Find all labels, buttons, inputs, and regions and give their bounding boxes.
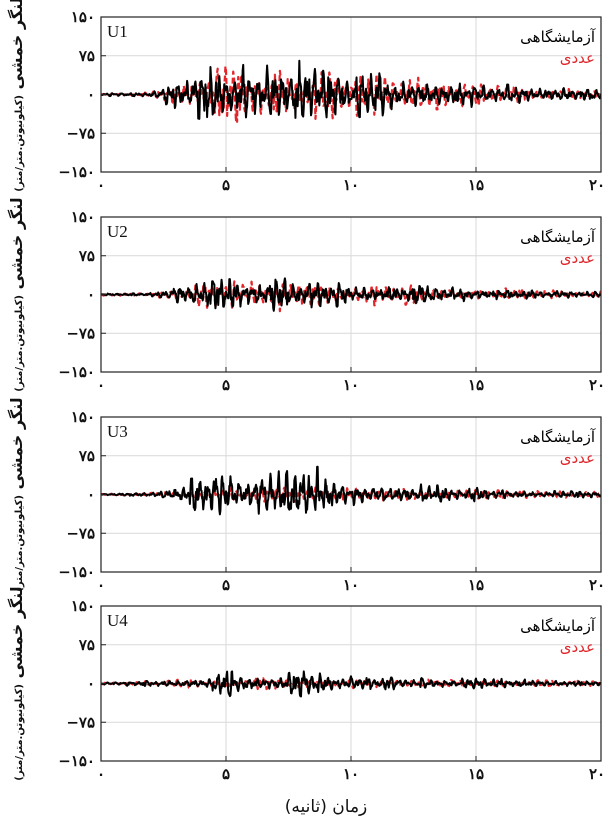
y-tick-label: −۱۵۰ — [58, 752, 95, 770]
series-line-experimental — [101, 465, 601, 516]
panel-label: U4 — [107, 611, 128, 630]
series-line-experimental — [101, 277, 601, 312]
y-axis-label-main: لنگر خمشی — [7, 197, 26, 295]
x-tick-label: ۵ — [222, 765, 230, 783]
y-tick-label: ۰ — [87, 86, 95, 104]
x-tick-label: ۱۰ — [343, 376, 359, 394]
x-tick-label: ۵ — [222, 376, 230, 394]
y-axis-label-unit: (کیلونیوتن.متر/متر) — [14, 495, 25, 592]
y-tick-label: −۷۵ — [66, 524, 95, 542]
x-tick-label: ۱۰ — [343, 176, 359, 194]
y-tick-label: ۷۵ — [78, 247, 95, 265]
y-tick-label: −۱۵۰ — [58, 163, 95, 181]
y-axis-label-main: لنگر خمشی — [7, 0, 26, 95]
x-tick-label: ۲۰ — [589, 576, 605, 594]
x-tick-label: ۰ — [97, 765, 105, 783]
legend-entry-numerical: عددی — [560, 449, 595, 467]
y-axis-label-unit: (کیلونیوتن.متر/متر) — [14, 95, 25, 192]
y-axis-label-main: لنگر خمشی — [7, 397, 26, 495]
x-tick-label: ۵ — [222, 576, 230, 594]
x-tick-label: ۱۰ — [343, 576, 359, 594]
series-line-numerical — [101, 65, 601, 123]
x-tick-label: ۱۵ — [468, 176, 484, 194]
x-tick-label: ۱۵ — [468, 376, 484, 394]
legend-entry-numerical: عددی — [560, 49, 595, 67]
panel-label: U3 — [107, 422, 128, 441]
y-axis-label: لنگر خمشی (کیلونیوتن.متر/متر) — [7, 197, 26, 391]
y-tick-label: ۱۵۰ — [71, 408, 95, 426]
y-axis-label-main: لنگر خمشی — [7, 586, 26, 684]
legend-entry-numerical: عددی — [560, 249, 595, 267]
y-tick-label: ۱۵۰ — [71, 597, 95, 615]
panel-label: U1 — [107, 22, 128, 41]
panel-label: U2 — [107, 222, 128, 241]
y-tick-label: ۱۵۰ — [71, 8, 95, 26]
y-tick-label: −۷۵ — [66, 713, 95, 731]
x-tick-label: ۰ — [97, 176, 105, 194]
y-tick-label: −۱۵۰ — [58, 563, 95, 581]
y-tick-label: −۱۵۰ — [58, 363, 95, 381]
y-tick-label: ۷۵ — [78, 447, 95, 465]
y-tick-label: −۷۵ — [66, 124, 95, 142]
y-tick-label: ۱۵۰ — [71, 208, 95, 226]
legend-entry-experimental: آزمایشگاهی — [520, 428, 596, 446]
y-tick-label: ۰ — [87, 486, 95, 504]
x-tick-label: ۲۰ — [589, 765, 605, 783]
x-tick-label: ۱۵ — [468, 576, 484, 594]
legend-entry-experimental: آزمایشگاهی — [520, 28, 596, 46]
legend-entry-numerical: عددی — [560, 638, 595, 656]
x-tick-label: ۱۰ — [343, 765, 359, 783]
y-axis-label-unit: (کیلونیوتن.متر/متر) — [14, 684, 25, 781]
y-tick-label: ۰ — [87, 675, 95, 693]
y-axis-label-unit: (کیلونیوتن.متر/متر) — [14, 295, 25, 392]
y-tick-label: ۰ — [87, 286, 95, 304]
y-tick-label: −۷۵ — [66, 324, 95, 342]
x-tick-label: ۲۰ — [589, 176, 605, 194]
x-tick-label: ۲۰ — [589, 376, 605, 394]
x-tick-label: ۰ — [97, 376, 105, 394]
y-tick-label: ۷۵ — [78, 47, 95, 65]
x-tick-label: ۵ — [222, 176, 230, 194]
x-tick-label: ۱۵ — [468, 765, 484, 783]
legend-entry-experimental: آزمایشگاهی — [520, 228, 596, 246]
y-tick-label: ۷۵ — [78, 636, 95, 654]
series-line-experimental — [101, 59, 601, 120]
series-line-experimental — [101, 670, 601, 698]
y-axis-label: لنگر خمشی (کیلونیوتن.متر/متر) — [7, 0, 26, 192]
y-axis-label: لنگر خمشی (کیلونیوتن.متر/متر) — [7, 586, 26, 780]
legend-entry-experimental: آزمایشگاهی — [520, 617, 596, 635]
y-axis-label: لنگر خمشی (کیلونیوتن.متر/متر) — [7, 397, 26, 591]
x-tick-label: ۰ — [97, 576, 105, 594]
x-axis-label: زمان (ثانیه) — [285, 797, 368, 817]
